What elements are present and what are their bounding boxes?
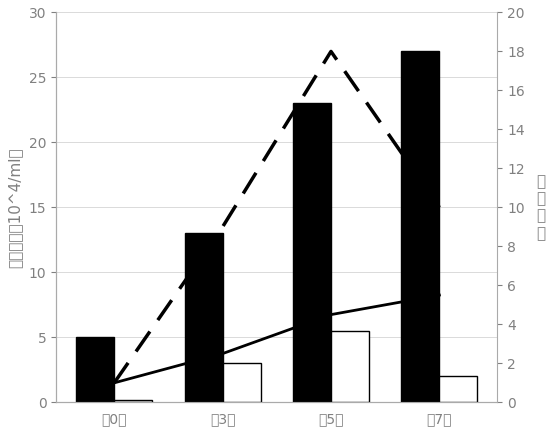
Bar: [331, 331, 369, 402]
Y-axis label: 扩
增
倍
数: 扩 增 倍 数: [536, 174, 545, 241]
Bar: [401, 52, 439, 402]
Bar: [185, 233, 222, 402]
Bar: [293, 103, 331, 402]
Bar: [439, 376, 477, 402]
Bar: [222, 363, 261, 402]
Y-axis label: 细胞数量（10^4/ml）: 细胞数量（10^4/ml）: [7, 147, 22, 268]
Bar: [114, 400, 152, 402]
Bar: [76, 337, 114, 402]
